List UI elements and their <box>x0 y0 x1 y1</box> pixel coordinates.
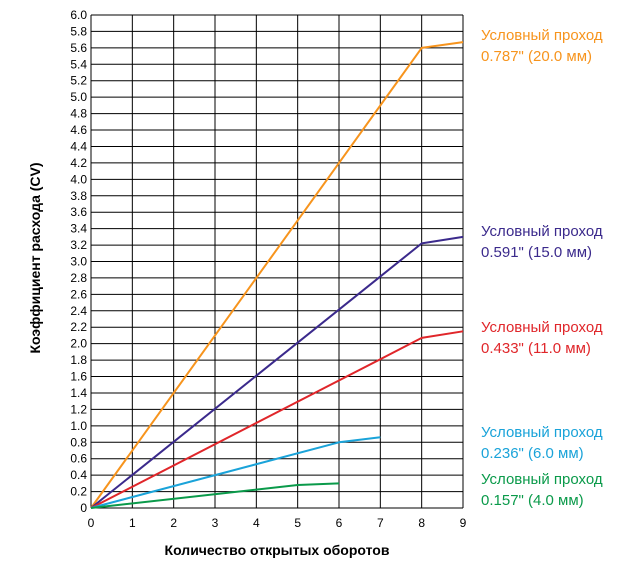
legend-label-line2: 0.157" (4.0 мм) <box>481 492 584 509</box>
y-tick-label: 3.8 <box>70 189 87 203</box>
y-tick-label: 0.2 <box>70 485 87 499</box>
y-tick-label: 4.0 <box>70 172 87 186</box>
x-axis-ticks: 0 1 2 3 4 5 6 7 8 9 <box>88 516 467 530</box>
y-tick-label: 3.0 <box>70 255 87 269</box>
y-tick-label: 5.2 <box>70 74 87 88</box>
x-tick-label: 0 <box>88 516 95 530</box>
y-tick-label: 6.0 <box>70 8 87 22</box>
y-tick-label: 0.8 <box>70 435 87 449</box>
legend-label-line1: Условный проход <box>481 424 603 441</box>
series-line-3 <box>90 436 381 509</box>
y-tick-label: 1.4 <box>70 386 87 400</box>
y-tick-label: 1.0 <box>70 419 87 433</box>
x-tick-label: 8 <box>418 516 425 530</box>
y-tick-label: 4.6 <box>70 123 87 137</box>
x-tick-label: 7 <box>377 516 384 530</box>
y-tick-label: 0 <box>80 501 87 515</box>
y-tick-label: 3.4 <box>70 222 87 236</box>
legend-label-line1: Условный проход <box>481 319 603 336</box>
y-axis-title: Коэффициент расхода (CV) <box>27 162 43 353</box>
x-tick-label: 9 <box>460 516 467 530</box>
x-tick-label: 5 <box>294 516 301 530</box>
y-tick-label: 5.0 <box>70 90 87 104</box>
x-tick-label: 1 <box>129 516 136 530</box>
y-tick-label: 4.2 <box>70 156 87 170</box>
x-tick-label: 6 <box>336 516 343 530</box>
y-tick-label: 0.6 <box>70 452 87 466</box>
y-tick-label: 4.4 <box>70 139 87 153</box>
y-axis-ticks: 0 0.2 0.4 0.6 0.8 1.0 1.2 1.4 1.6 1.8 2.0 2.2 2.4 2.6… <box>70 8 87 515</box>
x-tick-label: 2 <box>170 516 177 530</box>
legend-label-line2: 0.433" (11.0 мм) <box>481 340 591 357</box>
y-tick-label: 4.8 <box>70 107 87 121</box>
legend-label-line2: 0.787" (20.0 мм) <box>481 48 592 65</box>
y-tick-label: 5.8 <box>70 24 87 38</box>
y-tick-label: 1.6 <box>70 370 87 384</box>
legend: Условный проход 0.787" (20.0 мм) Условный … <box>481 27 603 509</box>
legend-label-line2: 0.591" (15.0 мм) <box>481 244 592 261</box>
x-tick-label: 3 <box>212 516 219 530</box>
y-tick-label: 3.6 <box>70 205 87 219</box>
y-tick-label: 2.8 <box>70 271 87 285</box>
legend-label-line1: Условный проход <box>481 471 603 488</box>
series-line-4 <box>90 482 340 509</box>
legend-label-line1: Условный проход <box>481 223 603 240</box>
y-tick-label: 5.4 <box>70 57 87 71</box>
series-line-1 <box>90 235 464 509</box>
series-line-2 <box>90 330 464 509</box>
y-tick-label: 2.2 <box>70 320 87 334</box>
series-lines <box>90 41 464 509</box>
legend-label-line1: Условный проход <box>481 27 603 44</box>
y-tick-label: 3.2 <box>70 238 87 252</box>
x-tick-label: 4 <box>253 516 260 530</box>
y-tick-label: 1.8 <box>70 353 87 367</box>
y-tick-label: 2.0 <box>70 337 87 351</box>
series-line-0 <box>90 41 464 509</box>
y-tick-label: 2.4 <box>70 304 87 318</box>
y-tick-label: 5.6 <box>70 41 87 55</box>
grid <box>90 14 464 509</box>
y-tick-label: 1.2 <box>70 402 87 416</box>
legend-label-line2: 0.236" (6.0 мм) <box>481 445 584 462</box>
y-tick-label: 2.6 <box>70 287 87 301</box>
x-axis-title: Количество открытых оборотов <box>165 542 390 558</box>
y-tick-label: 0.4 <box>70 468 87 482</box>
